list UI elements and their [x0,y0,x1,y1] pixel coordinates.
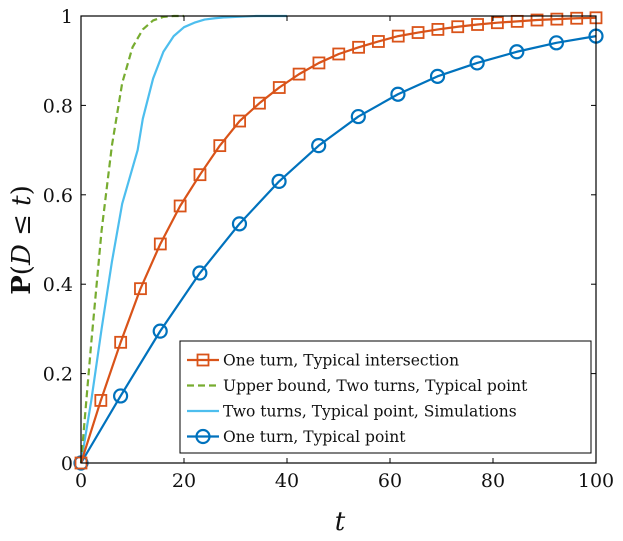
data-point [114,335,128,349]
data-point [530,13,544,27]
data-point [548,35,564,51]
legend: One turn, Typical intersection Upper boun… [179,340,592,454]
y-tick-label: 0.6 [43,185,73,207]
data-point [152,323,168,339]
legend-marker [195,428,211,445]
y-tick-label: 0.2 [43,364,73,386]
x-axis-label: t [335,507,346,537]
data-point [213,139,227,153]
legend-label: One turn, Typical point [223,428,406,446]
y-tick-label: 0.4 [43,274,73,296]
data-point [271,173,287,189]
data-point [570,11,584,25]
data-point [292,67,306,81]
legend-entry-upper-bound-two-turns-typical-point: Upper bound, Two turns, Typical point [187,377,528,395]
data-point [451,20,465,34]
data-point [192,265,208,281]
data-point [94,394,108,407]
y-tick-label: 0.8 [43,95,73,117]
legend-marker [196,353,210,367]
data-point [469,55,485,71]
legend-box [179,340,592,454]
data-point [134,282,147,296]
x-tick-label: 0 [75,470,87,492]
x-tick-label: 100 [578,470,614,492]
data-point [390,86,406,102]
data-point [173,199,187,213]
data-point [372,35,385,48]
data-point [509,44,525,60]
data-point [352,40,365,54]
x-tick-label: 20 [172,470,196,492]
data-point [411,26,425,39]
data-point [490,16,504,30]
y-axis-label: P(D ≤ t) [7,185,37,295]
data-point [471,18,484,31]
data-point [113,388,129,404]
series-line [79,14,184,464]
data-point [391,29,405,43]
data-point [253,96,266,110]
data-point [350,108,366,125]
series-upper-bound-two-turns-typical-point [79,14,184,464]
data-point [233,114,247,128]
data-point [429,68,446,84]
data-point [431,23,445,36]
y-tick-label: 1 [61,6,73,28]
series-one-turn-typical-point [73,28,604,471]
data-point [193,168,207,182]
legend-entry-one-turn-typical-intersection: One turn, Typical intersection [187,352,459,370]
x-tick-label: 60 [378,470,402,492]
x-tick-label: 80 [481,470,505,492]
series-line [79,16,597,464]
data-point [312,56,326,70]
legend-label: Two turns, Typical point, Simulations [223,403,517,421]
y-tick-label: 0 [61,453,73,475]
legend-entry-two-turns-typical-point-simulations: Two turns, Typical point, Simulations [187,403,517,421]
axes [80,15,597,464]
data-point [231,216,248,232]
legend-label: Upper bound, Two turns, Typical point [223,377,528,395]
tick-labels: 0 20 40 60 80 100 0 0.2 0.4 0.6 0.8 1 [43,6,614,492]
data-point [550,12,564,26]
x-tick-label: 40 [275,470,299,492]
data-point [332,47,346,61]
legend-label: One turn, Typical intersection [223,352,459,370]
legend-entry-one-turn-typical-point: One turn, Typical point [187,428,406,446]
data-point [272,81,286,94]
data-point [311,138,327,154]
data-point [153,237,167,251]
axes-box [80,15,597,464]
